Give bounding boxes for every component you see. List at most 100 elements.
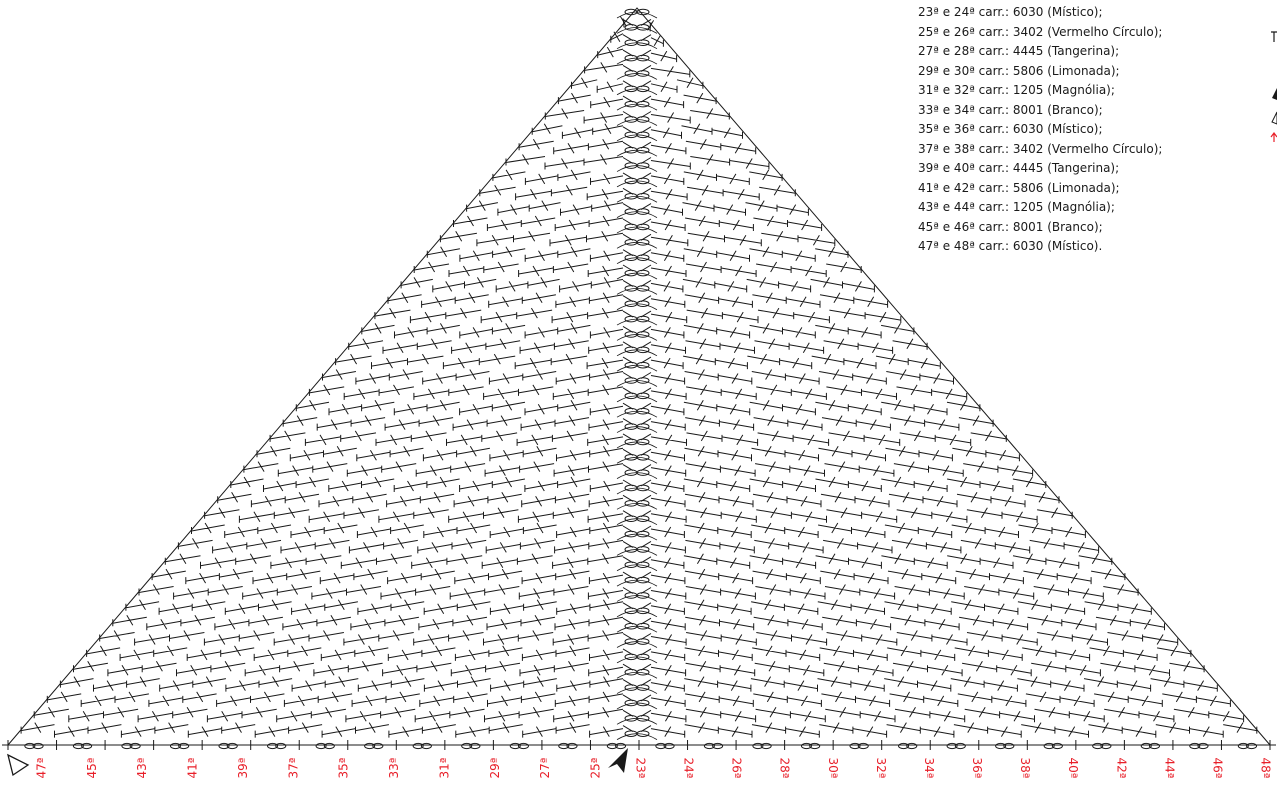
foundation-chain-oval bbox=[712, 742, 724, 750]
stitch-row-left bbox=[99, 630, 634, 646]
chain-arc bbox=[616, 73, 658, 80]
chain-arc bbox=[616, 165, 658, 172]
stitch-row-right bbox=[640, 138, 757, 155]
markers bbox=[7, 748, 628, 777]
stitch-row-left bbox=[348, 338, 634, 354]
row-labels: 47ª 45ª 43ª 41ª 39ª 37ª 35ª 33ª 31ª 29ª 27ª 25ª 23ª 2… bbox=[35, 758, 1273, 779]
stitch-row-right bbox=[640, 154, 770, 170]
stitch-row-left bbox=[610, 31, 634, 43]
stitch-row-right bbox=[640, 34, 664, 47]
stitch-row-left bbox=[387, 292, 634, 308]
foundation-chain-oval bbox=[1092, 742, 1104, 750]
legend-arrow-icon bbox=[1272, 88, 1277, 100]
stitch-row-left bbox=[466, 200, 634, 216]
foundation-chain-oval bbox=[1246, 742, 1258, 750]
stitch-row-left bbox=[619, 16, 634, 28]
foundation-chain-oval bbox=[1148, 742, 1160, 750]
chain-arc bbox=[616, 119, 658, 126]
foundation-chain-oval bbox=[1197, 742, 1209, 750]
stitch-row-left bbox=[335, 353, 634, 370]
row-label-right: 24ª bbox=[682, 758, 696, 779]
foundation-chain-oval bbox=[558, 742, 570, 750]
foundation-chain-oval bbox=[129, 742, 141, 750]
legend-item: 23ª e 24ª carr.: 6030 (Místico); bbox=[918, 5, 1103, 19]
chain-arc bbox=[616, 487, 658, 495]
row-label-right: 40ª bbox=[1066, 758, 1080, 779]
legend-item: 31ª e 32ª carr.: 1205 (Magnólia); bbox=[918, 83, 1115, 97]
stitch-row-right bbox=[640, 353, 941, 370]
stitch-row-left bbox=[557, 92, 634, 109]
stitch-row-left bbox=[112, 614, 634, 631]
foundation-chain-oval bbox=[663, 742, 675, 750]
foundation-chain-oval bbox=[800, 742, 812, 750]
row-label-left: 25ª bbox=[589, 758, 603, 779]
chain-arc bbox=[616, 195, 658, 203]
foundation-chain bbox=[2, 740, 1276, 750]
stitch-row-left bbox=[217, 492, 634, 508]
legend-item: 47ª e 48ª carr.: 6030 (Místico). bbox=[918, 239, 1103, 253]
chain-arc bbox=[616, 564, 658, 572]
foundation-chain-oval bbox=[275, 742, 287, 750]
foundation-chain-oval bbox=[1003, 742, 1015, 750]
stitch-row-right bbox=[640, 64, 691, 78]
chain-arc bbox=[616, 349, 658, 357]
foundation-chain-oval bbox=[1100, 742, 1112, 750]
chain-arc bbox=[616, 11, 658, 19]
triangle-edge bbox=[7, 7, 1271, 746]
legend-symbol-icon bbox=[1271, 31, 1277, 42]
foundation-chain-oval bbox=[509, 742, 521, 750]
stitch-row-left bbox=[269, 430, 634, 446]
foundation-chain-oval bbox=[946, 742, 958, 750]
stitch-row-left bbox=[505, 154, 634, 170]
stitch-row-left bbox=[584, 62, 634, 74]
foundation-chain-oval bbox=[1051, 742, 1063, 750]
stitch-row-right bbox=[640, 446, 1020, 462]
chain-arc bbox=[616, 456, 658, 464]
chain-arc bbox=[616, 656, 658, 664]
stitch-row-right bbox=[640, 599, 1152, 615]
stitch-row-right bbox=[640, 553, 1113, 569]
stitch-row-right bbox=[640, 676, 1218, 692]
legend-item: 37ª e 38ª carr.: 3402 (Vermelho Círculo)… bbox=[918, 141, 1163, 156]
stitch-row-left bbox=[518, 138, 634, 155]
stitch-row-left bbox=[138, 584, 634, 600]
stitch-row-left bbox=[20, 722, 634, 738]
chain-arc bbox=[616, 548, 658, 556]
foundation-chain-oval bbox=[32, 742, 44, 750]
row-label-right: 44ª bbox=[1162, 758, 1176, 779]
row-label-left: 27ª bbox=[538, 758, 552, 779]
stitch-row-left bbox=[308, 384, 634, 400]
chain-arc bbox=[616, 57, 658, 65]
foundation-chain-oval bbox=[857, 742, 869, 750]
row-label-left: 31ª bbox=[437, 758, 451, 779]
foundation-chain-oval bbox=[364, 742, 376, 750]
stitch-row-right bbox=[640, 645, 1192, 661]
stitch-row-right bbox=[640, 261, 862, 277]
start-arrow-outline-icon bbox=[7, 753, 30, 777]
chain-arc bbox=[616, 533, 658, 541]
chain-arc bbox=[616, 671, 658, 679]
row-label-right: 46ª bbox=[1210, 758, 1224, 779]
chain-arc bbox=[616, 717, 658, 725]
chain-arc bbox=[616, 733, 658, 740]
stitch-row-right bbox=[640, 660, 1205, 677]
foundation-chain-oval bbox=[315, 742, 327, 750]
legend-item: 27ª e 28ª carr.: 4445 (Tangerina); bbox=[918, 44, 1120, 58]
stitch-row-left bbox=[439, 231, 634, 247]
stitch-row-right bbox=[640, 476, 1047, 492]
stitch-row-left bbox=[544, 108, 634, 124]
foundation-chain-oval bbox=[1140, 742, 1152, 750]
row-label-left: 37ª bbox=[286, 758, 300, 779]
stitch-row-left bbox=[295, 399, 634, 416]
stitch-row-right bbox=[640, 18, 655, 32]
foundation-chain-oval bbox=[72, 742, 84, 750]
row-label-left: 35ª bbox=[337, 758, 351, 779]
chain-arc bbox=[616, 410, 658, 418]
legend-item: 35ª e 36ª carr.: 6030 (Místico); bbox=[918, 122, 1103, 136]
stitch-row-right bbox=[640, 538, 1100, 554]
stitch-row-left bbox=[151, 568, 634, 585]
stitch-row-right bbox=[640, 338, 928, 354]
foundation-chain-oval bbox=[1189, 742, 1201, 750]
stitch-row-right bbox=[640, 430, 1007, 446]
chain-arc bbox=[616, 26, 658, 34]
